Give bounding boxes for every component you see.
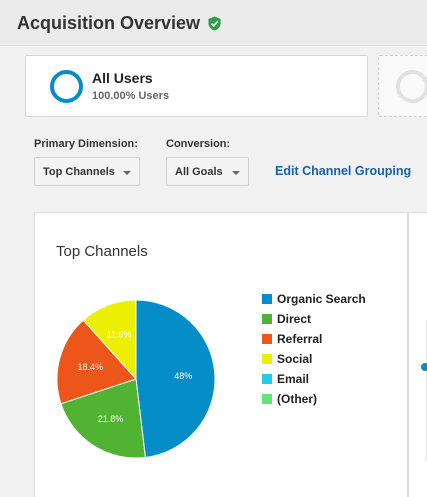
legend-swatch [262,394,272,404]
legend-swatch [262,334,272,344]
primary-dimension-value: Top Channels [43,166,115,178]
pie-data-label: 18.4% [77,362,103,372]
edit-channel-grouping-link[interactable]: Edit Channel Grouping [275,164,412,178]
conversion-value: All Goals [175,166,223,178]
segment-percentage: 100.00% Users [92,90,170,102]
pie-slice-referral[interactable] [56,319,137,405]
pie-slice-organic-search[interactable] [135,299,216,458]
legend-item[interactable]: Direct [262,309,366,329]
secondary-panel [408,212,427,497]
legend-swatch [262,294,272,304]
shield-check-icon [208,16,221,31]
primary-dimension-dropdown[interactable]: Top Channels [34,157,140,186]
conversion-label: Conversion: [166,138,231,150]
pie-data-label: 48% [174,371,192,381]
legend-label: Social [277,352,313,366]
legend-label: Direct [277,312,312,326]
pie-data-label: 11.6% [107,330,132,340]
page-title: Acquisition Overview [17,13,222,34]
legend-label: Organic Search [277,292,366,306]
segment-name: All Users [92,70,153,86]
page-title-text: Acquisition Overview [17,13,201,33]
pie-slice-social[interactable] [82,299,137,381]
chart-legend: Organic Search Direct Referral Social Email (… [262,289,366,409]
legend-item[interactable]: Email [262,369,366,389]
secondary-chart-point [421,363,427,371]
top-channels-panel: Top Channels 48% 21.8% 18.4% 11.6% Organic … [34,212,408,497]
page-header: Acquisition Overview [0,0,427,46]
chevron-down-icon [232,171,240,175]
pie-slice-direct[interactable] [60,378,146,459]
legend-swatch [262,314,272,324]
legend-item[interactable]: (Other) [262,389,366,409]
add-segment-card[interactable] [378,55,427,117]
legend-label: Referral [277,332,323,346]
empty-segment-ring-icon [396,70,427,103]
segment-ring-icon [50,70,83,103]
pie-data-label: 21.8% [98,414,124,424]
conversion-dropdown[interactable]: All Goals [166,157,249,186]
legend-label: (Other) [277,392,317,406]
legend-item[interactable]: Referral [262,329,366,349]
legend-item[interactable]: Organic Search [262,289,366,309]
segment-card-all-users[interactable]: All Users 100.00% Users [25,55,368,117]
legend-swatch [262,354,272,364]
legend-label: Email [277,372,310,386]
legend-swatch [262,374,272,384]
chart-title: Top Channels [56,243,148,260]
legend-item[interactable]: Social [262,349,366,369]
chevron-down-icon [123,171,131,175]
primary-dimension-label: Primary Dimension: [34,138,138,150]
top-channels-pie-chart: 48% 21.8% 18.4% 11.6% [56,299,216,459]
